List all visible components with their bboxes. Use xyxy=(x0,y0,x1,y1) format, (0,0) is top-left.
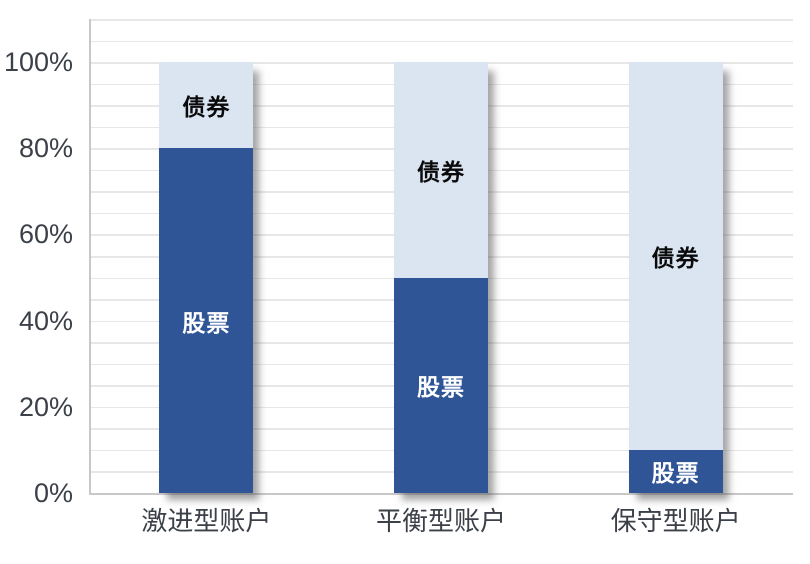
bar-segment: 股票 xyxy=(628,449,723,493)
y-tick-label: 80% xyxy=(18,133,73,164)
category-label: 保守型账户 xyxy=(610,506,741,536)
bar-segment: 债券 xyxy=(159,62,254,149)
y-tick-label: 0% xyxy=(33,478,73,508)
bar-segment-label: 债券 xyxy=(651,245,700,272)
bar-segment-label: 债券 xyxy=(182,94,231,121)
bar-column: 股票 债券 xyxy=(159,62,254,493)
gridline xyxy=(90,40,793,43)
bar-segment-label: 股票 xyxy=(182,309,231,336)
y-tick-label: 60% xyxy=(18,219,73,250)
bar-column: 股票 债券 xyxy=(394,62,488,493)
bar-segment-label: 股票 xyxy=(417,374,465,401)
bar-segment: 债券 xyxy=(394,62,488,278)
plot-area: 股票 债券股票 债券股票 债券 xyxy=(89,19,793,495)
y-tick-label: 40% xyxy=(18,305,73,336)
bar-segment-label: 股票 xyxy=(651,460,700,487)
bar-segment-label: 债券 xyxy=(417,158,465,185)
category-label: 平衡型账户 xyxy=(375,506,506,536)
x-axis-line xyxy=(89,492,793,495)
y-axis-line xyxy=(89,19,91,494)
bar-segment: 股票 xyxy=(394,277,488,493)
bar-segment: 股票 xyxy=(159,148,254,493)
gridline xyxy=(90,19,793,21)
y-tick-label: 20% xyxy=(18,391,73,422)
bar-column: 股票 债券 xyxy=(628,62,723,493)
category-label: 激进型账户 xyxy=(141,506,272,536)
bar-segment: 债券 xyxy=(628,62,723,450)
y-tick-label: 100% xyxy=(3,47,73,78)
